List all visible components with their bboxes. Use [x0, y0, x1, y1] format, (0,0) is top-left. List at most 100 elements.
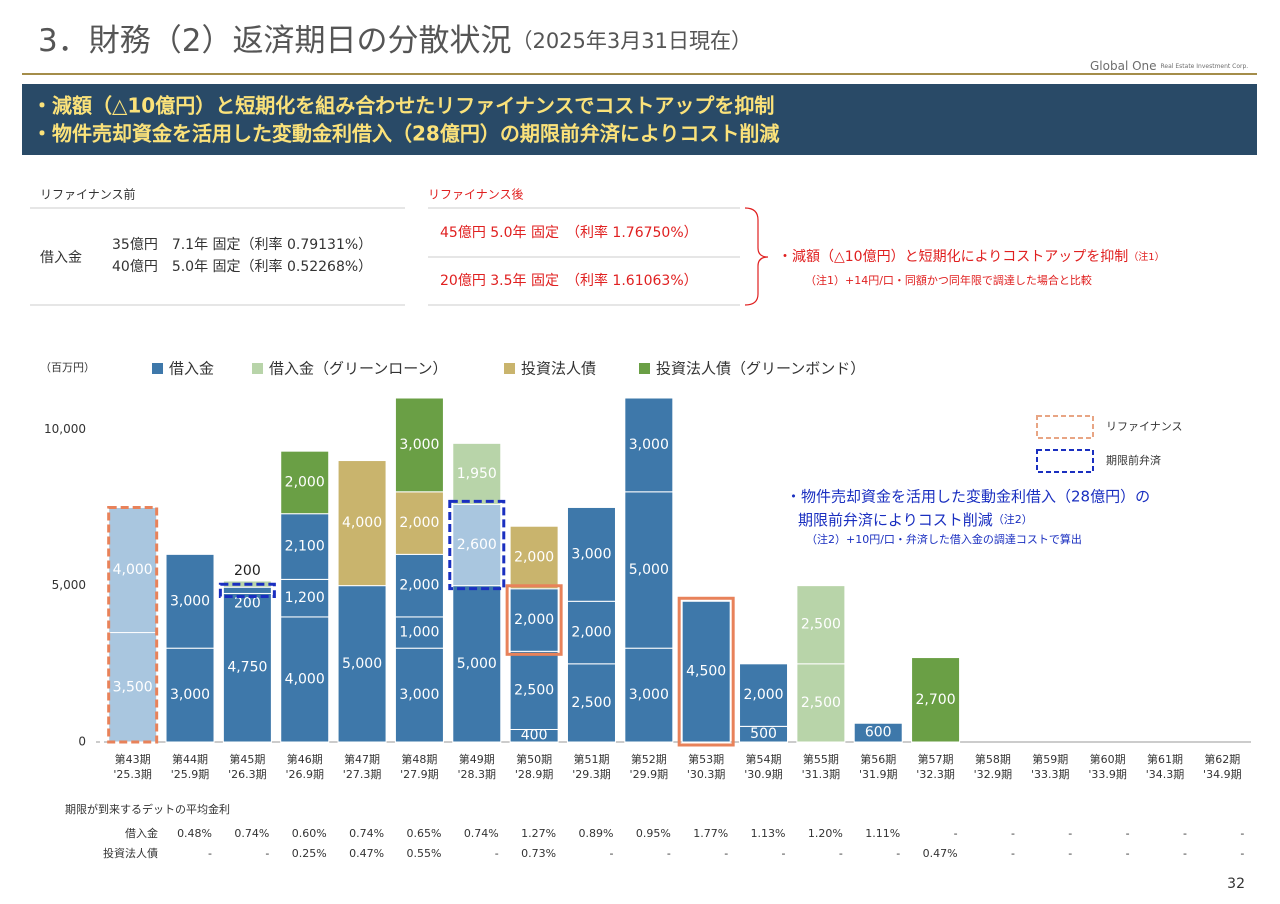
rate-cell: 0.74% — [464, 827, 499, 840]
note1-detail: （注1）+14円/口・同額かつ同年限で調達した場合と比較 — [805, 273, 1092, 287]
data-label: 2,500 — [571, 695, 611, 711]
rate-cell: 0.55% — [406, 847, 441, 860]
bar-segment — [394, 491, 444, 555]
rate-cell: - — [265, 847, 269, 860]
rate-cell: - — [1011, 827, 1015, 840]
rate-cell: 0.74% — [349, 827, 384, 840]
data-label: 3,000 — [399, 687, 439, 703]
x-tick-sublabel: '34.3期 — [1146, 768, 1185, 781]
rate-cell: - — [896, 847, 900, 860]
x-tick-sublabel: '28.9期 — [515, 768, 554, 781]
bar-segment — [394, 647, 444, 743]
bar-segment — [394, 616, 444, 649]
rate-cell: - — [1126, 827, 1130, 840]
annotation-detail: （注2）+10円/口・弁済した借入金の調達コストで算出 — [806, 532, 1082, 546]
page-number: 32 — [1227, 876, 1245, 892]
x-tick-sublabel: '33.9期 — [1088, 768, 1127, 781]
rate-cell: 0.95% — [636, 827, 671, 840]
bar-segment — [739, 663, 789, 727]
data-label: 2,000 — [571, 625, 611, 641]
outline-legend-box — [1036, 415, 1094, 439]
x-tick-sublabel: '27.3期 — [343, 768, 382, 781]
logo: Global One Real Estate Investment Corp. — [1090, 59, 1248, 73]
x-tick-sublabel: '31.9期 — [859, 768, 898, 781]
annotation-mark: （注2） — [993, 512, 1033, 526]
rate-cell: - — [1240, 827, 1244, 840]
x-tick-label: 第54期 — [746, 752, 782, 766]
rate-cell: - — [1068, 827, 1072, 840]
subtitle: （2025年3月31日現在） — [511, 29, 752, 53]
bar-segment — [566, 506, 616, 602]
after-heading: リファイナンス後 — [428, 188, 524, 202]
x-tick-sublabel: '34.9期 — [1203, 768, 1242, 781]
bar-segment — [796, 585, 846, 665]
note1: ・減額（△10億円）と短期化によりコストアップを抑制（注1） — [778, 248, 1165, 265]
rate-cell: - — [208, 847, 212, 860]
rate-cell: 0.25% — [292, 847, 327, 860]
data-label: 2,700 — [916, 692, 956, 708]
bar-segment — [566, 663, 616, 743]
data-label: 3,000 — [571, 546, 611, 562]
bar-segment — [452, 442, 502, 505]
x-tick-label: 第62期 — [1204, 752, 1240, 766]
data-label: 2,000 — [743, 687, 783, 703]
data-label: 3,000 — [629, 687, 669, 703]
x-tick-label: 第49期 — [459, 752, 495, 766]
before-line: 35億円 7.1年 固定（利率 0.79131%） — [112, 236, 372, 253]
data-label: 3,000 — [629, 437, 669, 453]
rate-cell: - — [954, 827, 958, 840]
bar-segment — [566, 600, 616, 665]
data-label: 2,000 — [399, 515, 439, 531]
note1-text: ・減額（△10億円）と短期化によりコストアップを抑制 — [778, 248, 1128, 265]
y-tick-label: 5,000 — [52, 578, 86, 592]
bar-segment — [222, 592, 272, 743]
annotation-line: 期限前弁済によりコスト削減（注2） — [798, 511, 1033, 529]
x-tick-label: 第60期 — [1090, 752, 1126, 766]
data-label: 5,000 — [342, 656, 382, 672]
after-line: 20億円 3.5年 固定 （利率 1.61063%） — [440, 272, 698, 289]
banner — [22, 84, 1257, 155]
after-line: 45億円 5.0年 固定 （利率 1.76750%） — [440, 224, 698, 241]
data-label: 5,000 — [457, 656, 497, 672]
x-tick-sublabel: '33.3期 — [1031, 768, 1070, 781]
outline-legend-box — [1036, 449, 1094, 473]
annotation-text: 期限前弁済によりコスト削減 — [798, 511, 993, 529]
data-label: 2,000 — [399, 578, 439, 594]
x-tick-label: 第57期 — [918, 752, 954, 766]
x-tick-sublabel: '29.9期 — [630, 768, 669, 781]
rate-cell: - — [495, 847, 499, 860]
rate-cell: - — [839, 847, 843, 860]
rate-cell: - — [1011, 847, 1015, 860]
x-tick-sublabel: '30.9期 — [744, 768, 783, 781]
x-tick-label: 第45期 — [229, 752, 265, 766]
bar-segment — [108, 506, 158, 634]
rate-cell: - — [1126, 847, 1130, 860]
data-label: 3,500 — [113, 679, 153, 695]
note1-mark: （注1） — [1128, 250, 1164, 263]
title-main: 3．財務（2）返済期日の分散状況 — [38, 23, 511, 59]
x-tick-sublabel: '28.3期 — [458, 768, 497, 781]
x-tick-sublabel: '31.3期 — [802, 768, 841, 781]
data-label: 3,000 — [399, 437, 439, 453]
banner-line: ・減額（△10億円）と短期化を組み合わせたリファイナンスでコストアップを抑制 — [32, 94, 774, 118]
bar-segment — [624, 491, 674, 649]
data-label: 4,750 — [227, 660, 267, 676]
rate-cell: - — [1183, 827, 1187, 840]
x-tick-label: 第50期 — [516, 752, 552, 766]
rate-cell: 0.65% — [406, 827, 441, 840]
before-label: 借入金 — [40, 250, 82, 266]
data-label: 3,000 — [170, 687, 210, 703]
rate-cell: - — [1240, 847, 1244, 860]
x-tick-label: 第59期 — [1032, 752, 1068, 766]
x-tick-sublabel: '26.3期 — [228, 768, 267, 781]
rate-cell: - — [1183, 847, 1187, 860]
data-label: 2,000 — [514, 549, 554, 565]
x-tick-label: 第52期 — [631, 752, 667, 766]
data-label: 4,000 — [285, 671, 325, 687]
outline-legend-label: リファイナンス — [1106, 420, 1183, 433]
legend-swatch — [252, 363, 263, 374]
bar-segment — [108, 632, 158, 743]
bar-segment — [280, 578, 330, 618]
x-tick-label: 第43期 — [115, 752, 151, 766]
